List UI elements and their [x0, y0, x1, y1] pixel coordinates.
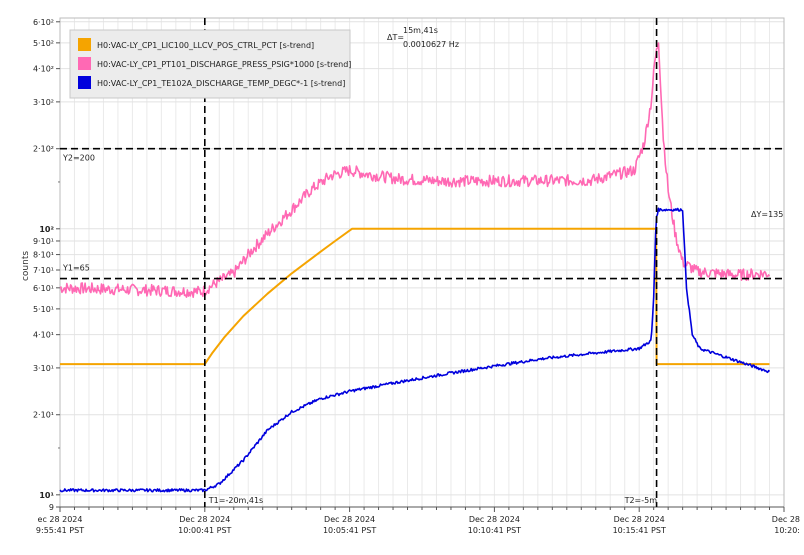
legend-swatch: [78, 76, 91, 89]
cursors[interactable]: T1=-20m,41s T2=-5m Y1=65 Y2=200 ΔT=15m,41s 0.…: [60, 18, 784, 507]
cursor-t2-label: T2=-5m: [624, 496, 658, 505]
x-tick-label-date: ec 28 2024: [38, 515, 83, 524]
x-tick-label-date: Dec 28 2024: [469, 515, 520, 524]
series-line-1: [60, 227, 770, 366]
y-tick-label: 9·10¹: [33, 237, 54, 246]
x-tick-label-time: 10:20:: [774, 526, 800, 535]
y-tick-label: 10²: [39, 225, 54, 234]
legend: H0:VAC-LY_CP1_LIC100_LLCV_POS_CTRL_PCT […: [69, 29, 351, 99]
cursor-y2-label: Y2=200: [62, 154, 95, 163]
series-line-3: [59, 207, 771, 493]
legend-swatch: [78, 57, 91, 70]
legend-entry-label: H0:VAC-LY_CP1_TE102A_DISCHARGE_TEMP_DEGC…: [97, 79, 345, 88]
legend-entry-label: H0:VAC-LY_CP1_PT101_DISCHARGE_PRESS_PSIG…: [97, 60, 351, 69]
y-tick-label: 3·10¹: [33, 364, 54, 373]
y-tick-label: 10¹: [39, 491, 54, 500]
x-tick-label-date: Dec 28: [772, 515, 800, 524]
series-line-2: [59, 42, 771, 298]
y-tick-label: 6·10¹: [33, 284, 54, 293]
y-tick-label: 5·10²: [33, 39, 54, 48]
delta-t-prefix: ΔT=: [387, 33, 404, 42]
delta-t-value: 15m,41s: [403, 26, 438, 35]
legend-swatch: [78, 38, 91, 51]
y-tick-label: 4·10¹: [33, 331, 54, 340]
y-axis-label: counts: [21, 251, 31, 281]
x-tick-label-time: 9:55:41 PST: [36, 526, 84, 535]
y-tick-label: 5·10¹: [33, 305, 54, 314]
cursor-y1-label: Y1=65: [62, 264, 90, 273]
x-tick-label-time: 10:15:41 PST: [613, 526, 666, 535]
x-tick-label-date: Dec 28 2024: [614, 515, 665, 524]
x-tick-label-time: 10:10:41 PST: [468, 526, 521, 535]
y-tick-label: 6·10²: [33, 18, 54, 27]
delta-y-value: ΔY=135: [751, 210, 783, 219]
legend-entry-label: H0:VAC-LY_CP1_LIC100_LLCV_POS_CTRL_PCT […: [97, 41, 314, 50]
cursor-t1-label: T1=-20m,41s: [208, 496, 263, 505]
delta-t-frequency: 0.0010627 Hz: [403, 40, 459, 49]
y-tick-label: 9: [49, 503, 54, 512]
x-tick-label-time: 10:00:41 PST: [178, 526, 231, 535]
y-tick-label: 2·10¹: [33, 411, 54, 420]
y-tick-label: 8·10¹: [33, 251, 54, 260]
x-tick-label-time: 10:05:41 PST: [323, 526, 376, 535]
y-tick-label: 3·10²: [33, 98, 54, 107]
legend-box: [69, 29, 351, 99]
series-lines: [59, 42, 771, 493]
y-tick-label: 7·10¹: [33, 266, 54, 275]
x-tick-label-date: Dec 28 2024: [324, 515, 375, 524]
grid-lines: [59, 18, 785, 508]
axes: 9 10¹ 2·10¹ 3·10¹ 4·10¹ 5·10¹ 6·10¹ 7·10¹ 8·10¹ 9…: [33, 17, 800, 535]
x-tick-label-date: Dec 28 2024: [179, 515, 230, 524]
y-tick-label: 4·10²: [33, 65, 54, 74]
y-tick-label: 2·10²: [33, 145, 54, 154]
